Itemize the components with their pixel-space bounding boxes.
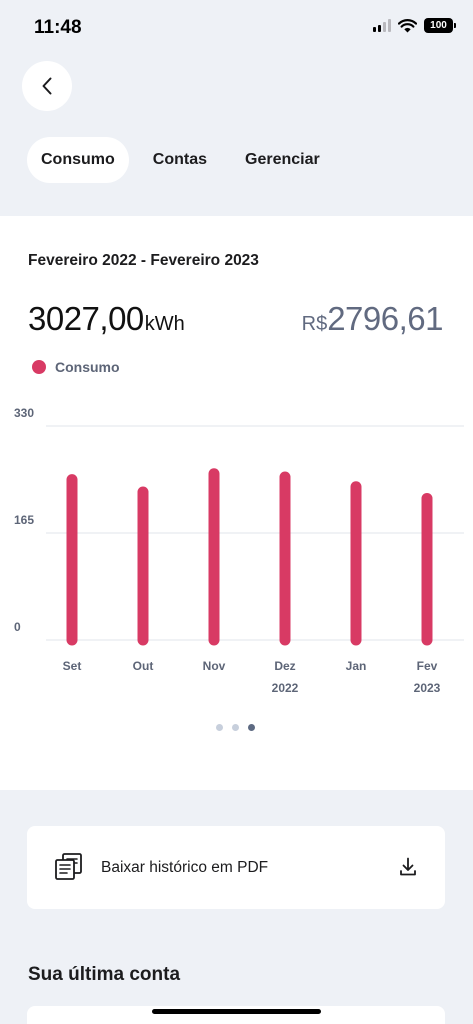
download-icon bbox=[400, 857, 416, 876]
y-tick-label: 0 bbox=[14, 620, 21, 634]
x-year-label: 2022 bbox=[272, 681, 299, 695]
consumption-chart: 330 165 0 Set Out Nov Dez 2022 Jan Fev 2023 bbox=[14, 406, 464, 695]
chart-legend: Consumo bbox=[32, 359, 120, 375]
page-dot[interactable] bbox=[248, 724, 255, 731]
legend-label: Consumo bbox=[55, 359, 120, 375]
wifi-icon bbox=[398, 18, 417, 32]
x-tick-label: Dez bbox=[274, 659, 295, 673]
bar-base bbox=[279, 634, 291, 640]
back-button[interactable] bbox=[22, 61, 72, 111]
bar-base bbox=[66, 634, 78, 640]
status-time: 11:48 bbox=[34, 17, 82, 38]
tab-gerenciar[interactable]: Gerenciar bbox=[245, 151, 320, 168]
status-bar: 11:48 100 bbox=[0, 0, 473, 56]
x-year-label: 2023 bbox=[414, 681, 441, 695]
y-tick-label: 330 bbox=[14, 406, 34, 420]
battery-icon: 100 bbox=[424, 18, 456, 33]
x-tick-label: Jan bbox=[346, 659, 367, 673]
document-icon bbox=[55, 853, 82, 880]
last-bill-card[interactable] bbox=[27, 1006, 445, 1024]
bar-base bbox=[208, 634, 220, 640]
price-currency: R$ bbox=[301, 313, 328, 335]
tab-bar: Consumo Contas Gerenciar bbox=[27, 137, 344, 183]
x-tick-label: Set bbox=[63, 659, 82, 673]
consumption-card: Fevereiro 2022 - Fevereiro 2023 3027,00 … bbox=[0, 216, 473, 790]
x-tick-label: Fev bbox=[417, 659, 438, 673]
period-title: Fevereiro 2022 - Fevereiro 2023 bbox=[28, 252, 259, 269]
y-tick-label: 165 bbox=[14, 513, 34, 527]
bar-base bbox=[350, 634, 362, 640]
price-value: 2796,61 bbox=[327, 300, 443, 337]
page-indicator bbox=[216, 724, 255, 731]
home-indicator bbox=[152, 1009, 321, 1014]
download-pdf-button[interactable]: Baixar histórico em PDF bbox=[27, 826, 445, 909]
bar-base bbox=[137, 634, 149, 640]
price-total: R$ 2796,61 bbox=[301, 300, 444, 338]
tab-contas[interactable]: Contas bbox=[152, 151, 208, 168]
x-tick-label: Out bbox=[133, 659, 154, 673]
kwh-total: 3027,00 kWh bbox=[28, 300, 185, 338]
download-pdf-label: Baixar histórico em PDF bbox=[101, 859, 269, 876]
x-tick-label: Nov bbox=[203, 659, 226, 673]
kwh-value: 3027,00 bbox=[28, 300, 144, 337]
status-icons: 100 bbox=[373, 18, 456, 33]
page-dot[interactable] bbox=[216, 724, 223, 731]
kwh-unit: kWh bbox=[144, 313, 185, 335]
page-dot[interactable] bbox=[232, 724, 239, 731]
chevron-left-icon bbox=[42, 77, 52, 95]
tab-consumo[interactable]: Consumo bbox=[27, 137, 129, 183]
last-bill-title: Sua última conta bbox=[28, 964, 181, 985]
bar-base bbox=[421, 634, 433, 640]
cellular-signal-icon bbox=[373, 19, 391, 32]
legend-dot bbox=[32, 360, 46, 374]
battery-level: 100 bbox=[430, 20, 447, 31]
